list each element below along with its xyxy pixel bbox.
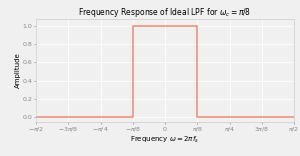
Title: Frequency Response of Ideal LPF for $\omega_c = \pi/8$: Frequency Response of Ideal LPF for $\om… [78,6,252,19]
X-axis label: Frequency $\omega = 2\pi f_s$: Frequency $\omega = 2\pi f_s$ [130,134,200,145]
Y-axis label: Amplitude: Amplitude [15,52,21,88]
